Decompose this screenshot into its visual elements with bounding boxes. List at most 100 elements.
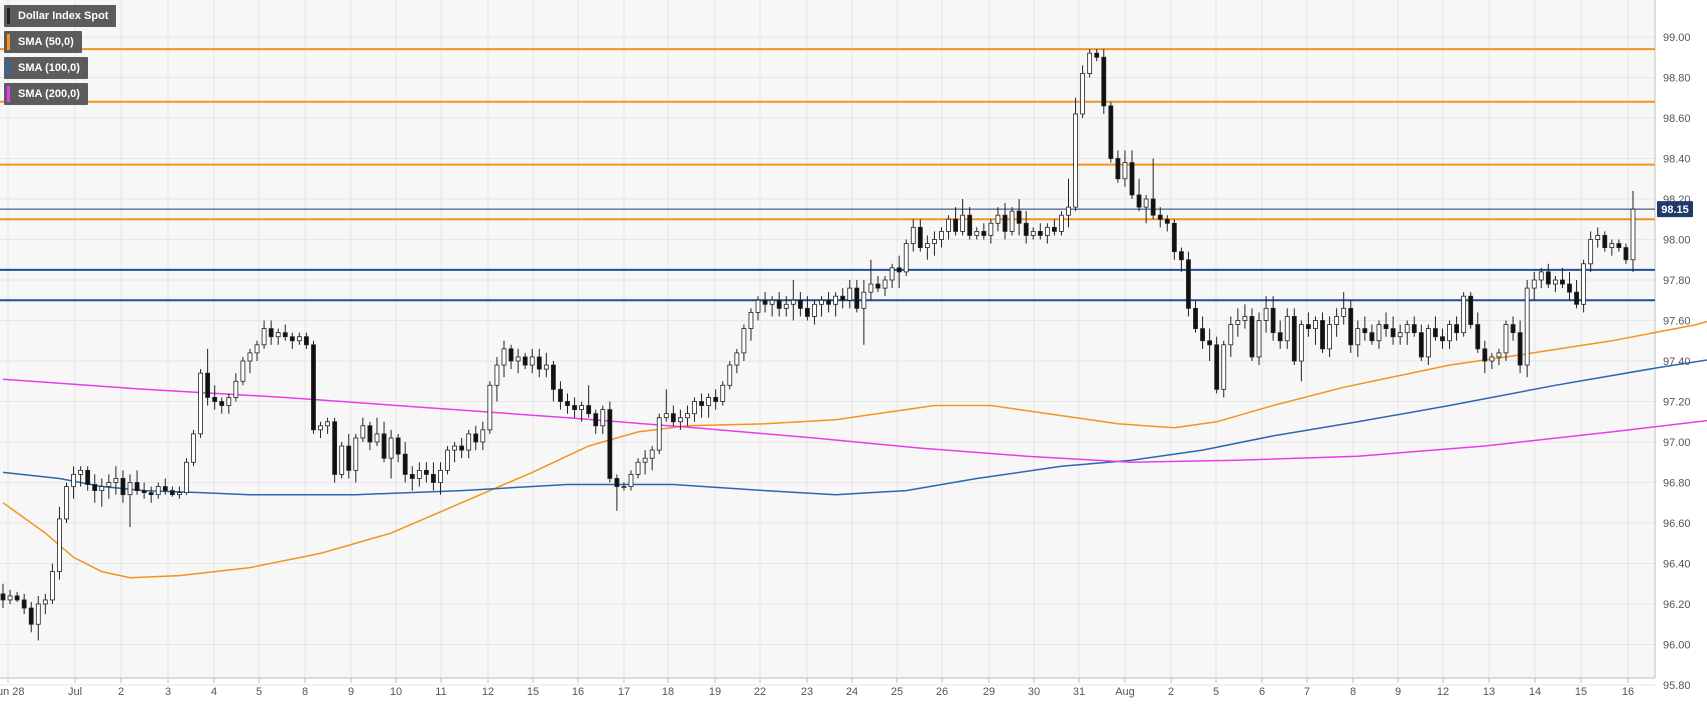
legend-sma-200[interactable]: SMA (200,0) xyxy=(4,83,88,105)
candle-body-down xyxy=(508,348,514,362)
candle xyxy=(1334,308,1340,337)
candle-body-up xyxy=(656,417,662,451)
candle-body-down xyxy=(0,593,6,601)
candle xyxy=(1263,296,1269,333)
candle xyxy=(1341,292,1347,325)
candle-body-down xyxy=(797,299,803,309)
candle xyxy=(699,393,704,418)
candle xyxy=(1221,340,1227,398)
candle-body-up xyxy=(1341,307,1347,317)
candle xyxy=(113,466,119,495)
legend-sma-50[interactable]: SMA (50,0) xyxy=(4,31,82,53)
candle-body-up xyxy=(1313,320,1318,329)
candle xyxy=(219,397,225,414)
legend-sma-100[interactable]: SMA (100,0) xyxy=(4,57,88,79)
candle xyxy=(92,474,98,503)
candle-body-down xyxy=(522,356,528,366)
candle xyxy=(205,348,211,406)
candle-body-down xyxy=(14,595,20,601)
candle xyxy=(727,361,733,390)
candle xyxy=(21,593,27,615)
candle xyxy=(1404,320,1410,345)
candle-body-down xyxy=(586,405,592,415)
y-tick-label: 97.00 xyxy=(1663,437,1691,449)
candle-body-down xyxy=(431,473,436,483)
candle-body-up xyxy=(903,243,909,273)
candle-body-down xyxy=(1369,332,1375,342)
candle xyxy=(1616,239,1622,252)
candle xyxy=(1567,271,1572,301)
x-tick-label: 5 xyxy=(256,686,262,698)
candle xyxy=(642,450,648,475)
candle xyxy=(1115,150,1121,183)
candle-body-up xyxy=(1489,356,1495,362)
candle-body-up xyxy=(1122,162,1128,180)
candle xyxy=(543,352,549,378)
candle xyxy=(177,486,182,499)
candle-body-up xyxy=(191,433,196,463)
candle-body-up xyxy=(748,311,754,329)
candle-body-up xyxy=(755,299,761,313)
candle-body-down xyxy=(85,469,91,485)
candle xyxy=(1094,49,1100,62)
candle-body-up xyxy=(1524,287,1530,366)
candle-body-up xyxy=(642,457,648,463)
candle-body-up xyxy=(78,469,84,475)
candle-body-up xyxy=(1228,324,1234,346)
candle xyxy=(1369,324,1375,345)
candle xyxy=(1545,263,1551,289)
candle xyxy=(1383,312,1389,337)
candle-body-up xyxy=(649,449,655,459)
candle-body-down xyxy=(304,336,309,346)
candle xyxy=(282,324,288,341)
candle xyxy=(586,385,592,418)
candle-body-up xyxy=(35,603,41,625)
legend-swatch-price xyxy=(7,8,10,24)
candle-body-down xyxy=(311,344,316,431)
candle xyxy=(776,292,782,317)
candle xyxy=(381,421,387,463)
legend-dollar-index-spot[interactable]: Dollar Index Spot xyxy=(4,5,117,27)
candle xyxy=(1482,340,1488,374)
candle-body-up xyxy=(49,571,55,601)
candle xyxy=(1108,101,1114,163)
x-tick-label: 18 xyxy=(662,686,674,698)
candle xyxy=(1044,223,1050,244)
candle xyxy=(198,369,203,438)
candle-body-up xyxy=(812,303,817,317)
candle xyxy=(1390,316,1396,345)
candle-body-down xyxy=(1200,328,1205,342)
candle-body-up xyxy=(233,380,239,398)
candle-body-up xyxy=(1496,352,1502,358)
candle xyxy=(1510,316,1516,341)
candle xyxy=(939,227,944,248)
candle-body-up xyxy=(663,413,669,419)
candle xyxy=(1489,352,1495,370)
candle-body-up xyxy=(734,352,740,366)
candle xyxy=(459,437,465,459)
candle-body-down xyxy=(1207,340,1213,346)
candle xyxy=(1602,231,1608,252)
candle-body-up xyxy=(1242,316,1248,321)
candle xyxy=(762,292,768,313)
candle-body-down xyxy=(282,332,288,338)
y-axis-background xyxy=(1655,0,1707,712)
candle xyxy=(346,433,352,479)
candle-body-up xyxy=(416,469,422,479)
candle-body-up xyxy=(628,473,634,487)
candle xyxy=(1531,271,1537,301)
candle-body-down xyxy=(219,401,225,406)
candle xyxy=(536,348,542,378)
candle xyxy=(42,593,48,615)
candle-body-up xyxy=(1327,324,1332,350)
candle xyxy=(1066,178,1071,228)
candle-body-up xyxy=(184,461,189,494)
candle xyxy=(981,223,987,240)
candle xyxy=(438,462,443,495)
candle xyxy=(275,328,281,345)
candle xyxy=(720,381,726,406)
candle-body-up xyxy=(692,401,697,415)
candle xyxy=(522,352,528,370)
legend-label-sma-100: SMA (100,0) xyxy=(18,62,80,74)
candle xyxy=(1538,267,1544,289)
